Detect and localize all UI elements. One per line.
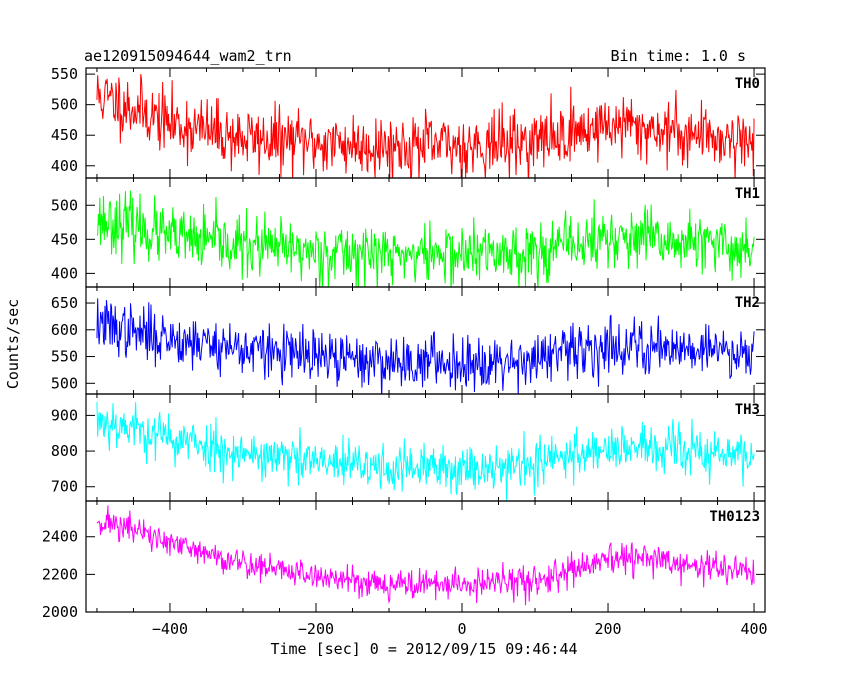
y-axis-label: Counts/sec [4, 299, 22, 389]
series-line-th3 [96, 401, 755, 501]
y-tick-label: 450 [51, 230, 78, 248]
bin-time-label: Bin time: 1.0 s [611, 47, 746, 65]
y-tick-label: 600 [51, 321, 78, 339]
y-tick-label: 450 [51, 126, 78, 144]
panel-th0123: 2000 2200 2400 TH0123 [42, 500, 766, 621]
series-label-th3: TH3 [735, 402, 760, 418]
series-label-th0123: TH0123 [709, 509, 760, 525]
y-tick-label: 2200 [42, 565, 78, 583]
x-tick-label: −200 [298, 620, 334, 638]
y-tick-label: 650 [51, 294, 78, 312]
series-label-th0: TH0 [735, 76, 760, 92]
panel-th2: 500 550 600 650 TH2 [51, 286, 766, 395]
series-line-th2 [96, 298, 755, 394]
chart-title: ae120915094644_wam2_trn [84, 47, 292, 65]
y-tick-label: 2000 [42, 603, 78, 621]
series-label-th1: TH1 [735, 186, 760, 202]
x-tick-label: 0 [457, 620, 466, 638]
y-tick-label: 500 [51, 374, 78, 392]
x-tick-label: −400 [152, 620, 188, 638]
series-line-th0 [96, 73, 755, 178]
y-tick-label: 900 [51, 406, 78, 424]
x-axis-label: Time [sec] 0 = 2012/09/15 09:46:44 [270, 640, 577, 658]
y-tick-label: 500 [51, 196, 78, 214]
panels-group: 400 450 500 550 TH0 400 450 500 TH1 500 550 600 650 T… [42, 65, 768, 638]
y-tick-label: 400 [51, 264, 78, 282]
y-tick-label: 550 [51, 65, 78, 83]
y-tick-label: 700 [51, 478, 78, 496]
y-tick-label: 550 [51, 348, 78, 366]
series-label-th2: TH2 [735, 295, 760, 311]
series-line-th0123 [96, 505, 755, 606]
x-tick-label: 200 [594, 620, 621, 638]
x-axis: −400 −200 0 200 400 [152, 620, 768, 638]
panel-th3: 700 800 900 TH3 [51, 393, 766, 502]
y-tick-label: 500 [51, 96, 78, 114]
panel-th1: 400 450 500 TH1 [51, 177, 766, 288]
y-tick-label: 2400 [42, 528, 78, 546]
series-line-th1 [96, 190, 755, 287]
panel-th0: 400 450 500 550 TH0 [51, 65, 766, 179]
y-tick-label: 800 [51, 442, 78, 460]
x-tick-label: 400 [741, 620, 768, 638]
panel-frame [85, 177, 766, 288]
y-tick-label: 400 [51, 157, 78, 175]
